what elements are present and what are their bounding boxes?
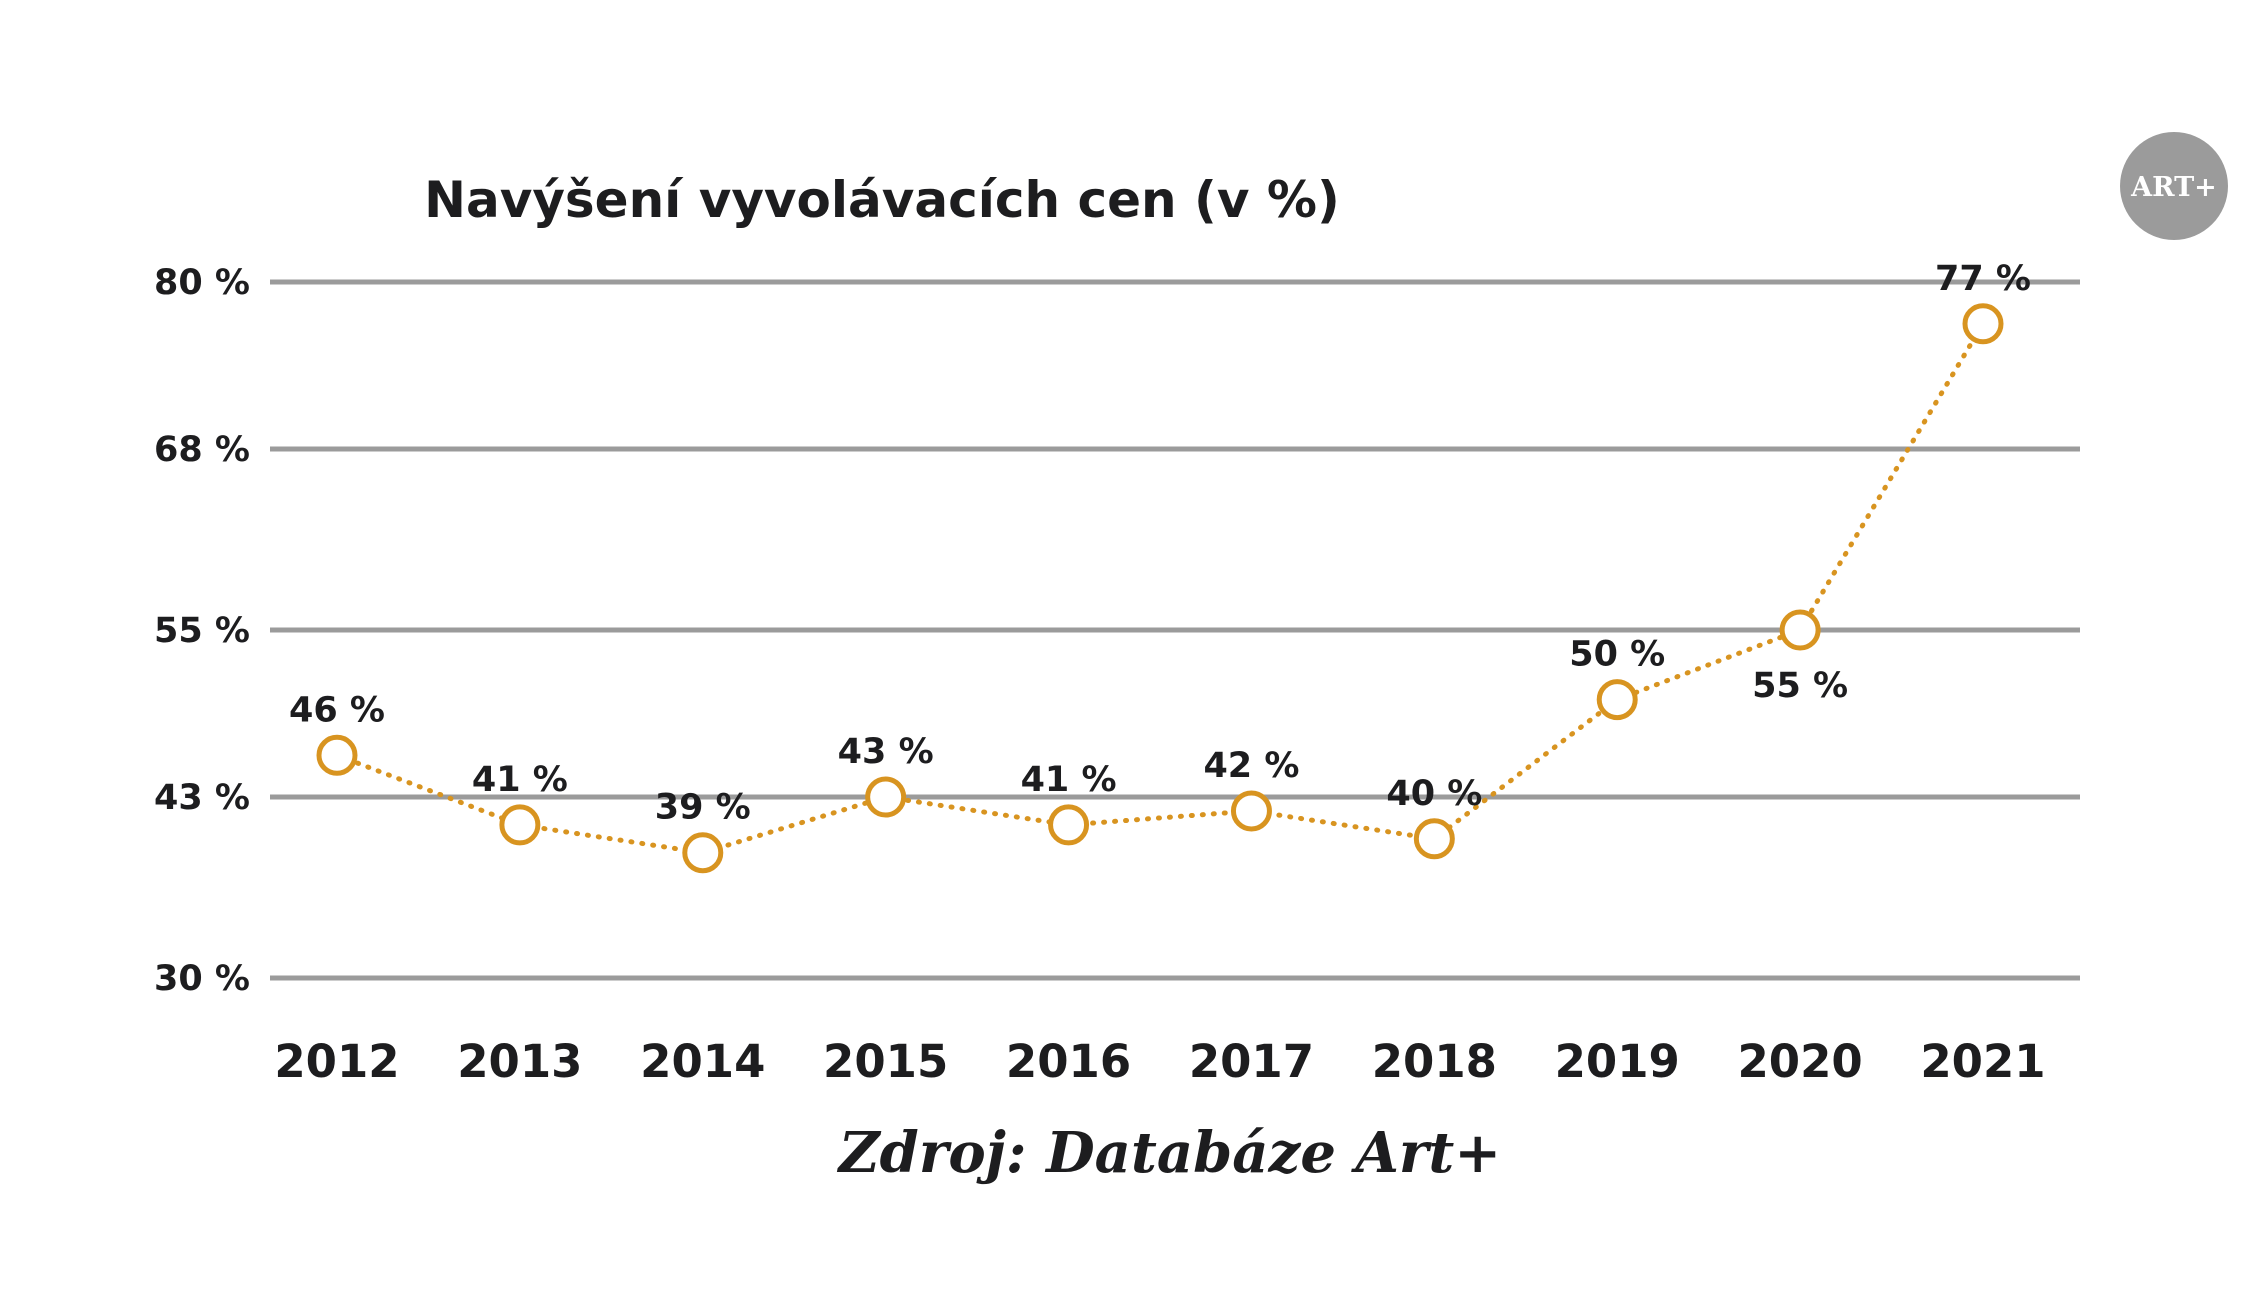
data-label: 41 % xyxy=(472,760,568,800)
data-label: 55 % xyxy=(1752,666,1848,706)
x-axis-tick-labels: 2012 2013 2014 2015 2016 2017 2018 2019 2020 2021 xyxy=(274,1035,2045,1088)
logo-text: ART+ xyxy=(2130,172,2217,203)
y-tick-label: 30 % xyxy=(154,959,250,999)
data-label: 39 % xyxy=(655,788,751,828)
x-tick-label: 2019 xyxy=(1555,1035,1680,1088)
data-point xyxy=(316,734,358,776)
chart-title: Navýšení vyvolávacích cen (v %) xyxy=(424,171,1340,229)
x-tick-label: 2015 xyxy=(823,1035,948,1088)
data-label: 41 % xyxy=(1021,760,1117,800)
data-label: 46 % xyxy=(289,690,385,730)
data-label: 77 % xyxy=(1935,259,2031,299)
y-tick-label: 68 % xyxy=(154,430,250,470)
logo-badge xyxy=(2120,132,2228,240)
data-label: 50 % xyxy=(1569,635,1665,675)
data-point xyxy=(682,832,724,874)
data-label: 43 % xyxy=(838,732,934,772)
gridlines xyxy=(270,279,2080,981)
data-point xyxy=(1413,818,1455,860)
data-label: 40 % xyxy=(1386,774,1482,814)
y-tick-label: 55 % xyxy=(154,611,250,651)
data-labels: 46 % 41 % 39 % 43 % 41 % 42 % 40 % 50 % 55 % 77 % xyxy=(289,259,2031,828)
x-tick-label: 2014 xyxy=(640,1035,765,1088)
x-tick-label: 2020 xyxy=(1737,1035,1862,1088)
source-note: Zdroj: Databáze Art+ xyxy=(837,1120,1501,1186)
data-point xyxy=(1962,303,2004,345)
y-tick-label: 43 % xyxy=(154,778,250,818)
data-label: 42 % xyxy=(1203,746,1299,786)
data-point xyxy=(1596,679,1638,721)
x-tick-label: 2016 xyxy=(1006,1035,1131,1088)
series-line-group xyxy=(334,321,1986,856)
x-tick-label: 2021 xyxy=(1920,1035,2045,1088)
x-tick-label: 2013 xyxy=(457,1035,582,1088)
data-point xyxy=(1230,790,1272,832)
series-line xyxy=(334,321,1986,856)
y-tick-label: 80 % xyxy=(154,263,250,303)
data-point xyxy=(499,804,541,846)
y-axis-tick-labels: 30 % 43 % 55 % 68 % 80 % xyxy=(154,263,250,999)
data-point xyxy=(1779,609,1821,651)
data-point xyxy=(1048,804,1090,846)
art-plus-logo: ART+ xyxy=(2120,132,2228,240)
data-points xyxy=(316,303,2004,874)
x-tick-label: 2012 xyxy=(274,1035,399,1088)
data-point xyxy=(865,776,907,818)
x-tick-label: 2017 xyxy=(1189,1035,1314,1088)
x-tick-label: 2018 xyxy=(1372,1035,1497,1088)
